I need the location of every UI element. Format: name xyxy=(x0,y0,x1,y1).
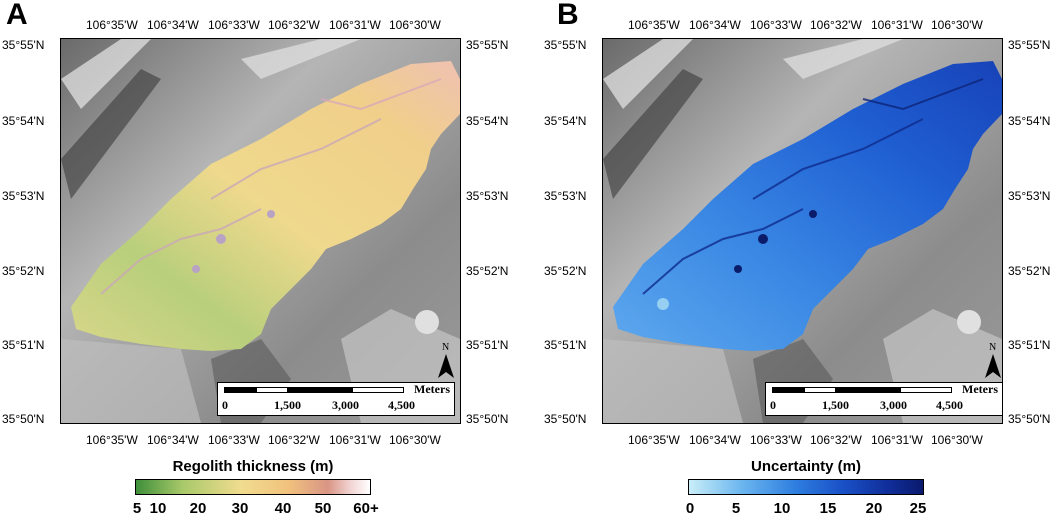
legend-tick: 10 xyxy=(149,500,167,517)
lon-tick: 106°32'W xyxy=(268,18,320,32)
scale-seg xyxy=(288,387,352,393)
lon-tick: 106°34'W xyxy=(147,18,199,32)
lat-tick: 35°54'N xyxy=(466,114,509,128)
lat-tick: 35°51'N xyxy=(1008,338,1051,352)
north-arrow-icon xyxy=(438,354,454,378)
legend-title-b: Uncertainty (m) xyxy=(750,458,862,475)
legend-tick: 40 xyxy=(274,500,292,517)
scale-unit: Meters xyxy=(414,382,450,396)
lat-tick: 35°50'N xyxy=(1008,412,1051,426)
lon-tick: 106°31'W xyxy=(871,18,923,32)
scale-label: 1,500 xyxy=(274,398,301,412)
lon-tick: 106°35'W xyxy=(86,433,138,447)
scale-label: 0 xyxy=(222,398,228,412)
scale-bar-a: Meters 0 1,500 3,000 4,500 xyxy=(217,382,455,416)
scale-seg xyxy=(352,387,404,393)
lat-tick: 35°51'N xyxy=(466,338,509,352)
lon-tick: 106°32'W xyxy=(268,433,320,447)
lon-tick: 106°33'W xyxy=(750,433,802,447)
lat-tick: 35°55'N xyxy=(466,38,509,52)
lon-tick: 106°34'W xyxy=(147,433,199,447)
scale-seg xyxy=(256,387,288,393)
lat-tick: 35°53'N xyxy=(544,189,587,203)
scale-label: 0 xyxy=(770,398,776,412)
legend-tick: 60+ xyxy=(353,500,379,517)
north-arrow-b: N xyxy=(984,342,1002,378)
legend-tick: 5 xyxy=(731,500,741,517)
scale-label: 3,000 xyxy=(880,398,907,412)
lat-tick: 35°54'N xyxy=(1008,114,1051,128)
lat-tick: 35°55'N xyxy=(2,38,45,52)
lon-tick: 106°35'W xyxy=(628,18,680,32)
lon-tick: 106°33'W xyxy=(208,18,260,32)
hillshade-map-a xyxy=(61,39,460,423)
lon-tick: 106°30'W xyxy=(389,18,441,32)
scale-seg xyxy=(836,387,900,393)
lat-tick: 35°50'N xyxy=(466,412,509,426)
legend-tick: 0 xyxy=(685,500,695,517)
lon-tick: 106°30'W xyxy=(389,433,441,447)
legend-tick: 15 xyxy=(819,500,837,517)
scale-label: 4,500 xyxy=(388,398,415,412)
legend-tick: 20 xyxy=(865,500,883,517)
lon-tick: 106°31'W xyxy=(329,433,381,447)
lat-tick: 35°53'N xyxy=(466,189,509,203)
scale-label: 1,500 xyxy=(822,398,849,412)
scale-label: 3,000 xyxy=(332,398,359,412)
lon-tick: 106°33'W xyxy=(750,18,802,32)
north-label: N xyxy=(989,342,997,353)
scale-seg xyxy=(224,387,256,393)
lat-tick: 35°53'N xyxy=(1008,189,1051,203)
panel-letter-a: A xyxy=(6,0,28,31)
north-arrow-icon xyxy=(985,354,1001,378)
lon-tick: 106°35'W xyxy=(628,433,680,447)
lat-tick: 35°52'N xyxy=(544,264,587,278)
lat-tick: 35°52'N xyxy=(1008,264,1051,278)
lon-tick: 106°31'W xyxy=(871,433,923,447)
legend-tick: 50 xyxy=(314,500,332,517)
scale-label: 4,500 xyxy=(936,398,963,412)
lon-tick: 106°31'W xyxy=(329,18,381,32)
hillshade-map-b xyxy=(603,39,1002,423)
lon-tick: 106°30'W xyxy=(931,433,983,447)
scale-seg xyxy=(772,387,804,393)
lat-tick: 35°51'N xyxy=(544,338,587,352)
lon-tick: 106°34'W xyxy=(689,18,741,32)
lat-tick: 35°50'N xyxy=(544,412,587,426)
lat-tick: 35°54'N xyxy=(2,114,45,128)
legend-colorbar-a xyxy=(135,479,371,495)
legend-tick: 5 xyxy=(132,500,142,517)
legend-tick: 20 xyxy=(189,500,207,517)
scale-unit: Meters xyxy=(962,382,998,396)
scale-seg xyxy=(900,387,952,393)
lat-tick: 35°54'N xyxy=(544,114,587,128)
north-arrow-a: N xyxy=(437,342,455,378)
scale-bar-b: Meters 0 1,500 3,000 4,500 xyxy=(765,382,1003,416)
panel-letter-b: B xyxy=(557,0,579,31)
lon-tick: 106°32'W xyxy=(810,433,862,447)
lon-tick: 106°34'W xyxy=(689,433,741,447)
scale-seg xyxy=(804,387,836,393)
map-frame-b xyxy=(602,38,1003,424)
lat-tick: 35°51'N xyxy=(2,338,45,352)
lon-tick: 106°32'W xyxy=(810,18,862,32)
lat-tick: 35°55'N xyxy=(1008,38,1051,52)
lon-tick: 106°33'W xyxy=(208,433,260,447)
lon-tick: 106°35'W xyxy=(86,18,138,32)
map-frame-a xyxy=(60,38,461,424)
legend-tick: 30 xyxy=(231,500,249,517)
north-label: N xyxy=(442,342,450,353)
legend-colorbar-b xyxy=(688,479,924,495)
lat-tick: 35°53'N xyxy=(2,189,45,203)
lat-tick: 35°55'N xyxy=(544,38,587,52)
lat-tick: 35°52'N xyxy=(2,264,45,278)
legend-title-a: Regolith thickness (m) xyxy=(172,458,334,475)
lat-tick: 35°50'N xyxy=(2,412,45,426)
legend-tick: 25 xyxy=(909,500,927,517)
lat-tick: 35°52'N xyxy=(466,264,509,278)
lon-tick: 106°30'W xyxy=(931,18,983,32)
legend-tick: 10 xyxy=(773,500,791,517)
